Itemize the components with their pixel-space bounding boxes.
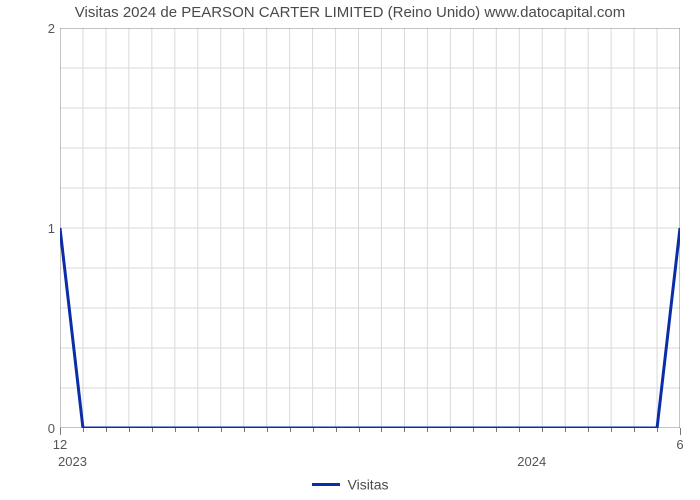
xtick-mark — [129, 428, 130, 432]
xtick-mark — [198, 428, 199, 432]
legend-swatch — [312, 483, 340, 486]
xtick-mark — [359, 428, 360, 432]
xtick-mark — [427, 428, 428, 432]
legend: Visitas — [0, 475, 700, 492]
chart-title: Visitas 2024 de PEARSON CARTER LIMITED (… — [0, 4, 700, 21]
xtick-mark — [611, 428, 612, 432]
plot-svg — [60, 28, 680, 428]
xtick-mark — [83, 428, 84, 432]
xtick-label: 6 — [676, 437, 683, 452]
xtick-mark — [267, 428, 268, 432]
xtick-mark — [519, 428, 520, 432]
ytick-label: 1 — [25, 221, 55, 236]
x-year-label: 2023 — [58, 454, 87, 469]
xtick-mark — [450, 428, 451, 432]
xtick-mark — [657, 428, 658, 432]
xtick-mark — [565, 428, 566, 432]
ytick-label: 0 — [25, 421, 55, 436]
xtick-mark — [152, 428, 153, 432]
ytick-label: 2 — [25, 21, 55, 36]
xtick-mark — [313, 428, 314, 432]
xtick-mark — [381, 428, 382, 432]
xtick-mark — [634, 428, 635, 432]
xtick-mark — [175, 428, 176, 432]
xtick-mark — [106, 428, 107, 432]
xtick-mark — [473, 428, 474, 432]
xtick-mark — [542, 428, 543, 432]
xtick-mark — [244, 428, 245, 432]
xtick-mark — [496, 428, 497, 432]
x-year-label: 2024 — [517, 454, 546, 469]
series-line — [60, 228, 680, 428]
legend-label: Visitas — [348, 476, 389, 492]
xtick-mark — [680, 428, 681, 435]
xtick-mark — [336, 428, 337, 432]
xtick-mark — [290, 428, 291, 432]
xtick-mark — [60, 428, 61, 435]
xtick-label: 12 — [53, 437, 67, 452]
xtick-mark — [404, 428, 405, 432]
xtick-mark — [221, 428, 222, 432]
plot-area — [60, 28, 680, 428]
xtick-mark — [588, 428, 589, 432]
